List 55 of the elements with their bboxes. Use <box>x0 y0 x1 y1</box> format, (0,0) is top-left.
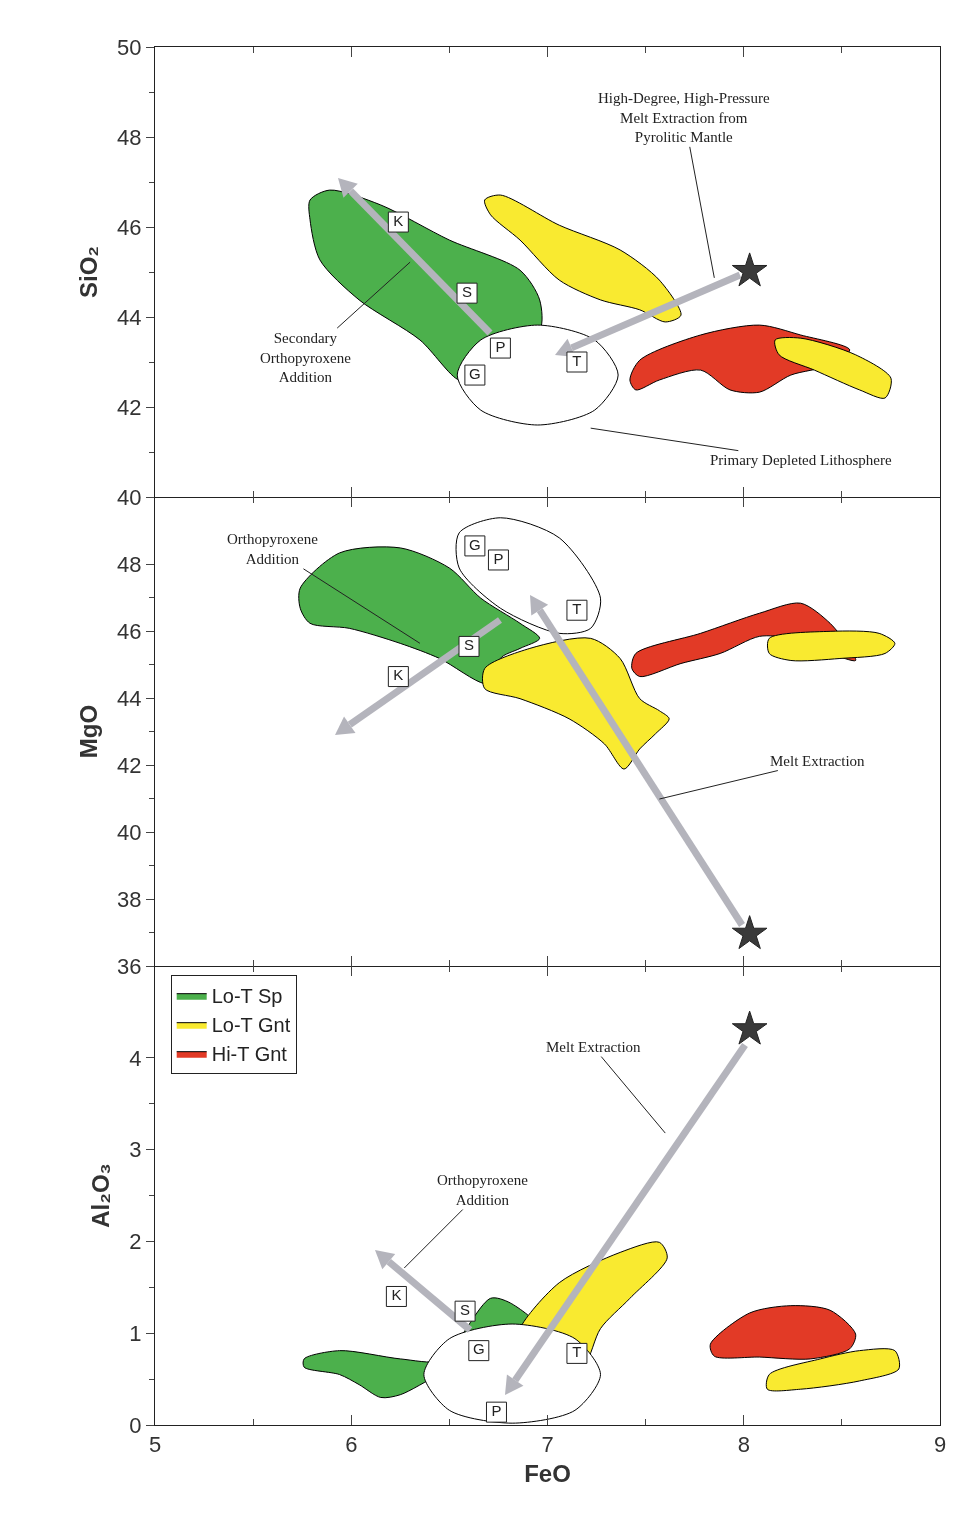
point <box>731 915 768 950</box>
y-tick-label: 44 <box>117 304 142 330</box>
data-label: K <box>393 666 404 684</box>
data-label: G <box>472 1340 485 1358</box>
y-tick-label: 0 <box>129 1412 142 1438</box>
y-tick-label: 46 <box>117 214 142 240</box>
y-tick-label: 48 <box>117 551 142 577</box>
data-label: G <box>469 364 481 382</box>
x-tick-label: 9 <box>933 1432 947 1458</box>
data-label: G <box>469 535 481 553</box>
legend-label: Lo-T Gnt <box>211 1014 291 1037</box>
y-tick-label: 36 <box>117 953 142 979</box>
x-tick-label: 7 <box>541 1432 554 1458</box>
annotation: Primary Depleted Lithosphere <box>710 452 892 468</box>
legend-label: Hi-T Gnt <box>211 1043 288 1066</box>
annotation: Secondary Orthopyroxene Addition <box>260 330 352 385</box>
y-tick-label: 44 <box>117 685 142 711</box>
data-label: P <box>491 1401 502 1419</box>
x-tick-label: 8 <box>737 1432 750 1458</box>
y-tick-label: 4 <box>129 1045 142 1071</box>
y-tick-label: 42 <box>117 752 142 778</box>
y-axis-title: MgO <box>75 704 103 759</box>
y-tick-label: 38 <box>117 886 142 912</box>
annotation: Melt Extraction <box>770 753 866 769</box>
y-tick-label: 3 <box>129 1137 142 1163</box>
annotation: Orthopyroxene Addition <box>227 531 319 567</box>
y-tick-label: 50 <box>117 34 142 60</box>
y-axis-title: Al₂O₃ <box>87 1163 115 1228</box>
data-label: S <box>463 636 475 654</box>
point <box>731 1010 768 1045</box>
y-tick-label: 48 <box>117 124 142 150</box>
annotation: High-Degree, High-Pressure Melt Extraction from Pyrolitic Mantle <box>598 90 770 145</box>
data-label: T <box>572 599 582 617</box>
data-label: S <box>460 1300 471 1318</box>
y-tick-label: 42 <box>117 394 142 420</box>
x-tick-label: 5 <box>148 1432 162 1458</box>
x-tick-label: 6 <box>345 1432 358 1458</box>
annotation: Melt Extraction <box>546 1039 642 1055</box>
y-tick-label: 1 <box>129 1320 142 1346</box>
data-label: T <box>572 351 582 369</box>
y-tick-label: 46 <box>117 618 142 644</box>
data-label: S <box>462 282 473 300</box>
y-tick-label: 40 <box>117 484 142 510</box>
y-tick-label: 2 <box>129 1229 142 1255</box>
data-label: P <box>495 337 506 355</box>
y-axis-title: SiO₂ <box>75 245 103 299</box>
point <box>731 252 768 287</box>
legend-label: Lo-T Sp <box>211 985 283 1008</box>
data-label: P <box>493 549 504 567</box>
y-tick-label: 40 <box>117 819 142 845</box>
data-label: T <box>572 1343 582 1361</box>
data-label: K <box>393 211 404 229</box>
annotation: Orthopyroxene Addition <box>437 1172 529 1208</box>
x-axis-title: FeO <box>524 1459 571 1487</box>
data-label: K <box>391 1286 402 1304</box>
